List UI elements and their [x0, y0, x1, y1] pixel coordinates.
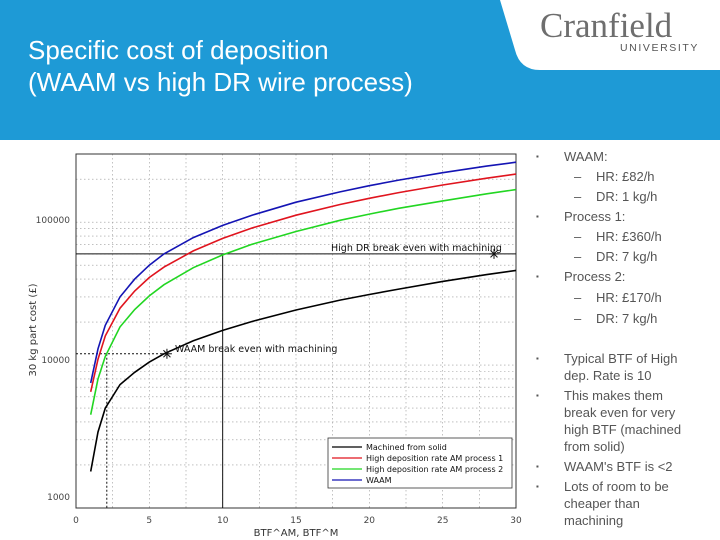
legend-label-process2: High deposition rate AM process 2	[366, 465, 503, 474]
sub-bullet-dash: –	[574, 189, 582, 204]
plot-frame	[75, 153, 517, 509]
sub-bullet-waam-dr: DR: 1 kg/h	[596, 189, 658, 204]
legend: Machined from solid High deposition rate…	[327, 437, 513, 489]
bullet-makes-line3: high BTF (machined	[564, 422, 682, 437]
bullet-waam: WAAM:	[564, 149, 608, 164]
bullet-typical-line1: Typical BTF of High	[564, 351, 678, 366]
sub-bullet-waam-hr: HR: £82/h	[596, 169, 655, 184]
x-axis-ticks: 0 5 10 15 20 25 30	[73, 516, 522, 526]
annotation-waam: WAAM break even with machining	[175, 344, 337, 355]
y-axis-label: 30 kg part cost (£)	[28, 283, 39, 376]
bullet-dot: ▪	[536, 354, 539, 363]
break-even-marker	[161, 348, 172, 359]
break-even-guides	[76, 253, 516, 508]
bullet-dot: ▪	[536, 212, 539, 221]
x-tick-label: 30	[510, 516, 522, 526]
bullet-dot: ▪	[536, 152, 539, 161]
sub-bullet-dash: –	[574, 169, 582, 184]
marker-stroke	[163, 349, 171, 358]
break-even-markers	[161, 248, 499, 359]
y-tick-label: 1000	[47, 493, 70, 503]
sub-bullet-dash: –	[574, 249, 582, 264]
bullet-waam-btf: WAAM's BTF is <2	[564, 459, 673, 474]
legend-label-process1: High deposition rate AM process 1	[366, 454, 503, 463]
bullet-dot: ▪	[536, 272, 539, 281]
legend-label-waam: WAAM	[366, 476, 392, 485]
bullet-room-line1: Lots of room to be	[564, 479, 669, 494]
bullet-room-line2: cheaper than	[564, 496, 640, 511]
sub-bullet-p1-hr: HR: £360/h	[596, 229, 662, 244]
marker-stroke	[490, 250, 498, 258]
x-tick-label: 20	[364, 516, 376, 526]
bullet-process2: Process 2:	[564, 269, 626, 284]
bullet-room-line3: machining	[564, 513, 624, 528]
series-line	[89, 161, 517, 384]
bullet-typical-line2: dep. Rate is 10	[564, 368, 652, 383]
break-even-marker	[489, 248, 499, 259]
sub-bullet-dash: –	[574, 290, 582, 305]
sub-bullet-p1-dr: DR: 7 kg/h	[596, 249, 658, 264]
logo-panel	[500, 0, 720, 70]
x-tick-label: 5	[146, 516, 152, 526]
series-line	[89, 173, 517, 392]
bullet-makes-line2: break even for very	[564, 405, 676, 420]
slide-title: Specific cost of deposition (WAAM vs hig…	[28, 34, 413, 98]
sub-bullet-dash: –	[574, 229, 582, 244]
y-tick-label: 100000	[36, 216, 71, 226]
bullet-dot: ▪	[536, 391, 539, 400]
y-axis-ticks: 1000 10000 100000	[36, 216, 71, 503]
legend-label-machined: Machined from solid	[366, 443, 447, 452]
university-logo-text: UNIVERSITY	[620, 42, 700, 54]
title-line-2: (WAAM vs high DR wire process)	[28, 67, 413, 97]
cost-chart: 1000 10000 100000 0 5 10 15 20 25 30 BTF…	[28, 153, 522, 539]
bullet-dot: ▪	[536, 462, 539, 471]
series-line	[89, 269, 517, 472]
x-tick-label: 10	[217, 516, 229, 526]
sub-bullet-dash: –	[574, 311, 582, 326]
y-tick-label: 10000	[41, 356, 70, 366]
series-lines	[89, 161, 517, 472]
annotation-high-dr: High DR break even with machining	[331, 243, 502, 254]
x-axis-label: BTF^AM, BTF^M	[254, 528, 339, 539]
sub-bullet-p2-dr: DR: 7 kg/h	[596, 311, 658, 326]
x-tick-label: 0	[73, 516, 79, 526]
x-tick-label: 25	[437, 516, 448, 526]
x-tick-label: 15	[290, 516, 301, 526]
bullet-dot: ▪	[536, 482, 539, 491]
bullet-makes-line1: This makes them	[564, 388, 663, 403]
sub-bullet-p2-hr: HR: £170/h	[596, 290, 662, 305]
title-line-1: Specific cost of deposition	[28, 35, 329, 65]
cranfield-logo: Cranfield	[540, 6, 673, 45]
series-line	[89, 188, 517, 415]
bullet-process1: Process 1:	[564, 209, 626, 224]
bullet-makes-line4: from solid)	[564, 439, 625, 454]
